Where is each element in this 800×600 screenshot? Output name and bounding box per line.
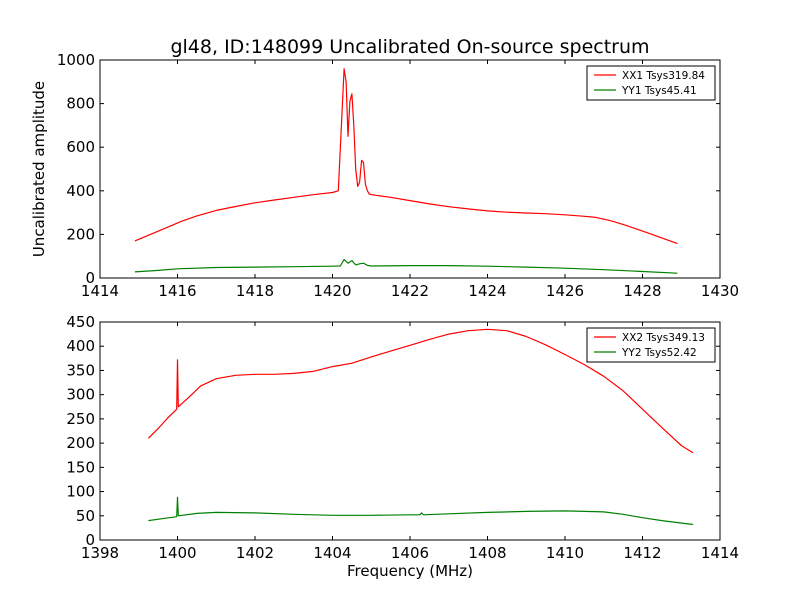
x-tick-label: 1418: [236, 282, 274, 300]
x-tick-label: 1410: [546, 544, 584, 562]
y-tick-label: 250: [66, 410, 95, 428]
plot-panel-1: 1414 1416 1418 1420 1422 1424 1426 1428 1430 0 200…: [57, 51, 739, 300]
x-tick-label: 1402: [236, 544, 274, 562]
series-line-yy1: [134, 258, 678, 274]
x-tick-label: 1430: [701, 282, 739, 300]
x-tick-label: 1414: [701, 544, 739, 562]
x-tick-label: 1420: [313, 282, 351, 300]
x-tick-label: 1426: [546, 282, 584, 300]
x-tick-label: 1412: [623, 544, 661, 562]
y-tick-label: 300: [66, 386, 95, 404]
legend-2: XX2 Tsys349.13 YY2 Tsys52.42: [586, 327, 716, 363]
y-tick-label: 100: [66, 483, 95, 501]
x-tick-label: 1416: [158, 282, 196, 300]
y-tick-label: 400: [66, 182, 95, 200]
legend-label: XX2 Tsys349.13: [622, 332, 705, 344]
x-tick-label: 1404: [313, 544, 351, 562]
x-tick-label: 1428: [623, 282, 661, 300]
y-tick-label: 200: [66, 225, 95, 243]
series-line-xx1: [134, 68, 678, 245]
y-axis-label: Uncalibrated amplitude: [30, 81, 48, 257]
series-line-xx2: [147, 328, 694, 454]
chart-title: gl48, ID:148099 Uncalibrated On-source s…: [170, 36, 649, 58]
y-tick-label: 600: [66, 138, 95, 156]
y-tick-label: 200: [66, 434, 95, 452]
legend-label: XX1 Tsys319.84: [622, 70, 705, 82]
y-tick-label: 50: [76, 507, 95, 525]
legend-1: XX1 Tsys319.84 YY1 Tsys45.41: [586, 65, 716, 101]
y-tick-label: 1000: [57, 51, 95, 69]
x-tick-label: 1424: [468, 282, 506, 300]
legend-box: [586, 327, 716, 363]
legend-box: [586, 65, 716, 101]
y-tick-label: 800: [66, 95, 95, 113]
plot-panel-2: 1398 1400 1402 1404 1406 1408 1410 1412 1414 0 50 1…: [66, 313, 739, 562]
y-tick-label: 350: [66, 361, 95, 379]
legend-label: YY2 Tsys52.42: [621, 347, 697, 359]
x-axis-label: Frequency (MHz): [347, 562, 473, 580]
y-tick-label: 0: [85, 531, 95, 549]
legend-label: YY1 Tsys45.41: [621, 85, 697, 97]
y-tick-label: 450: [66, 313, 95, 331]
x-tick-label: 1408: [468, 544, 506, 562]
y-tick-label: 0: [85, 269, 95, 287]
x-tick-label: 1414: [81, 282, 119, 300]
y-tick-label: 150: [66, 458, 95, 476]
x-tick-label: 1400: [158, 544, 196, 562]
y-tick-label: 400: [66, 337, 95, 355]
x-tick-label: 1398: [81, 544, 119, 562]
series-line-yy2: [148, 496, 693, 526]
x-tick-label: 1422: [391, 282, 429, 300]
x-tick-label: 1406: [391, 544, 429, 562]
